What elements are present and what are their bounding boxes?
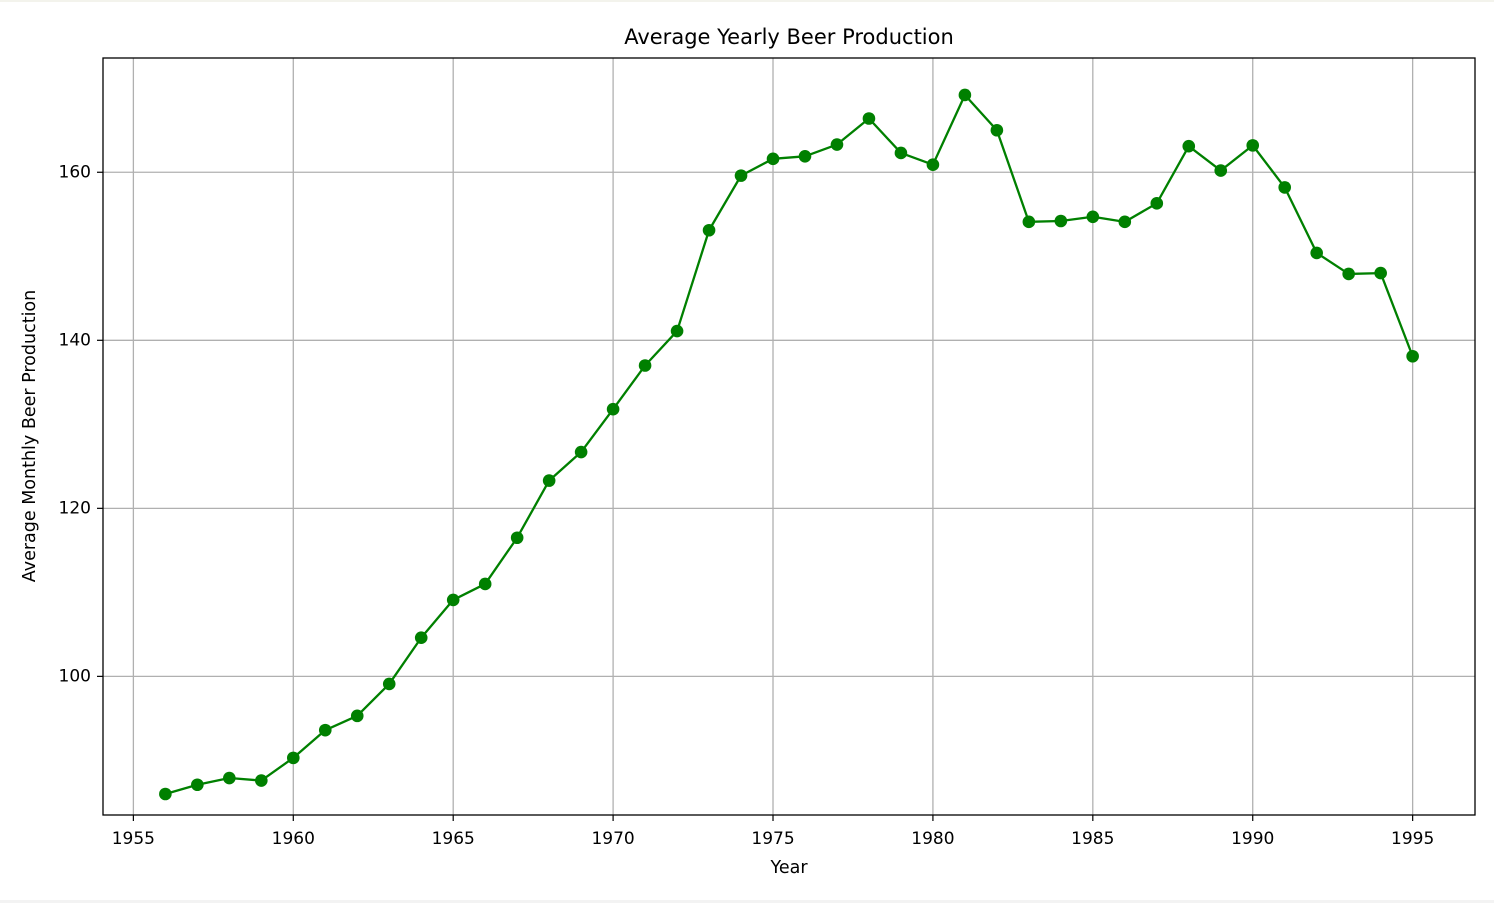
axis-ticks: 1955 1960 1965 1970 1975 1980 1985 1990 1995 100 1…: [59, 162, 1435, 849]
data-point: [1374, 266, 1387, 280]
data-point: [1310, 246, 1323, 260]
series-line: [165, 93, 1414, 796]
data-point: [286, 751, 300, 765]
x-axis-label: Year: [769, 858, 808, 878]
data-point: [1182, 139, 1196, 153]
x-tick-label: 1990: [1231, 829, 1274, 849]
data-point: [670, 324, 684, 338]
data-point: [382, 677, 396, 691]
x-tick-label: 1960: [272, 829, 315, 849]
data-point: [990, 123, 1004, 137]
bottom-strip: [0, 900, 1494, 903]
data-point: [510, 531, 524, 545]
x-tick-label: 1985: [1071, 829, 1114, 849]
data-point: [1150, 197, 1164, 210]
data-point: [734, 169, 748, 182]
y-tick-label: 140: [59, 330, 91, 350]
data-point: [798, 150, 812, 163]
grid: [103, 58, 1475, 815]
data-point: [1406, 349, 1419, 363]
x-tick-label: 1970: [591, 829, 634, 849]
data-point: [830, 138, 844, 151]
data-point: [446, 593, 460, 607]
data-point: [702, 223, 716, 237]
data-point: [255, 774, 268, 787]
data-point: [894, 146, 908, 160]
top-strip: [0, 0, 1494, 2]
x-tick-label: 1975: [751, 829, 794, 849]
data-point: [414, 631, 428, 645]
data-point: [1278, 181, 1292, 194]
data-point: [638, 359, 652, 372]
data-point: [958, 88, 972, 102]
chart-title: Average Yearly Beer Production: [624, 25, 954, 49]
data-point: [318, 723, 332, 737]
data-point: [159, 787, 172, 801]
x-tick-label: 1980: [911, 829, 954, 849]
data-point: [862, 112, 876, 125]
data-point: [1342, 267, 1355, 281]
data-point: [606, 402, 620, 416]
data-point: [1214, 164, 1228, 177]
x-tick-label: 1965: [432, 829, 475, 849]
y-tick-label: 100: [59, 666, 91, 686]
data-markers: [159, 88, 1419, 801]
plot-frame: [102, 57, 1476, 816]
y-axis-label: Average Monthly Beer Production: [20, 290, 40, 582]
data-point: [1022, 215, 1036, 229]
x-tick-label: 1995: [1391, 829, 1434, 849]
data-point: [223, 771, 236, 785]
data-point: [1246, 139, 1260, 152]
x-tick-label: 1955: [112, 829, 155, 849]
data-point: [926, 158, 940, 171]
data-point: [191, 778, 204, 792]
data-point: [574, 445, 588, 459]
data-point: [1118, 215, 1132, 229]
data-point: [766, 152, 780, 166]
data-point: [542, 474, 556, 487]
y-tick-label: 120: [59, 498, 91, 518]
y-tick-label: 160: [59, 162, 91, 182]
data-point: [1054, 214, 1068, 228]
data-point: [1086, 210, 1100, 224]
data-point: [350, 709, 364, 723]
data-point: [478, 577, 492, 591]
